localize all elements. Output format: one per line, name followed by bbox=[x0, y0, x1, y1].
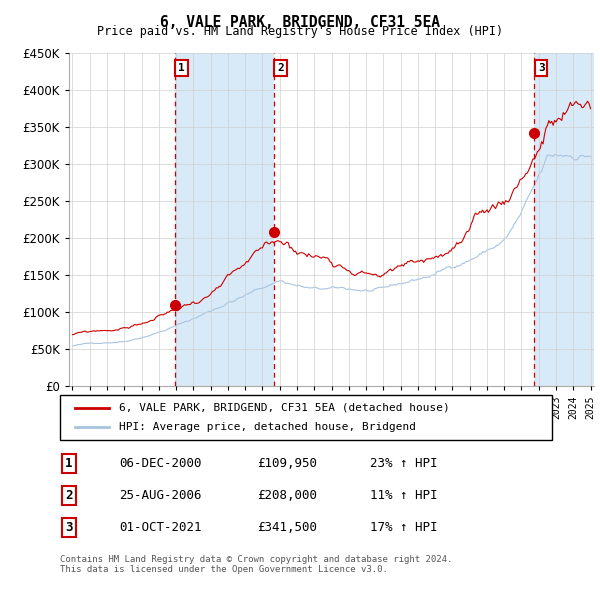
Text: 3: 3 bbox=[65, 521, 73, 534]
Text: 6, VALE PARK, BRIDGEND, CF31 5EA (detached house): 6, VALE PARK, BRIDGEND, CF31 5EA (detach… bbox=[119, 403, 450, 412]
Text: Price paid vs. HM Land Registry's House Price Index (HPI): Price paid vs. HM Land Registry's House … bbox=[97, 25, 503, 38]
Bar bbox=[535, 53, 600, 386]
Text: 23% ↑ HPI: 23% ↑ HPI bbox=[370, 457, 437, 470]
Text: 25-AUG-2006: 25-AUG-2006 bbox=[119, 489, 202, 502]
Text: £208,000: £208,000 bbox=[257, 489, 317, 502]
Text: 2: 2 bbox=[277, 63, 284, 73]
Text: Contains HM Land Registry data © Crown copyright and database right 2024.: Contains HM Land Registry data © Crown c… bbox=[60, 555, 452, 563]
Text: 1: 1 bbox=[65, 457, 73, 470]
Text: 6, VALE PARK, BRIDGEND, CF31 5EA: 6, VALE PARK, BRIDGEND, CF31 5EA bbox=[160, 15, 440, 30]
Text: 01-OCT-2021: 01-OCT-2021 bbox=[119, 521, 202, 534]
Bar bbox=[175, 53, 274, 386]
Text: 2: 2 bbox=[65, 489, 73, 502]
Text: 1: 1 bbox=[178, 63, 185, 73]
Text: £341,500: £341,500 bbox=[257, 521, 317, 534]
Text: HPI: Average price, detached house, Bridgend: HPI: Average price, detached house, Brid… bbox=[119, 422, 416, 432]
FancyBboxPatch shape bbox=[60, 395, 552, 440]
Text: 3: 3 bbox=[538, 63, 545, 73]
Text: 06-DEC-2000: 06-DEC-2000 bbox=[119, 457, 202, 470]
Text: This data is licensed under the Open Government Licence v3.0.: This data is licensed under the Open Gov… bbox=[60, 565, 388, 574]
Text: 17% ↑ HPI: 17% ↑ HPI bbox=[370, 521, 437, 534]
Text: £109,950: £109,950 bbox=[257, 457, 317, 470]
Text: 11% ↑ HPI: 11% ↑ HPI bbox=[370, 489, 437, 502]
